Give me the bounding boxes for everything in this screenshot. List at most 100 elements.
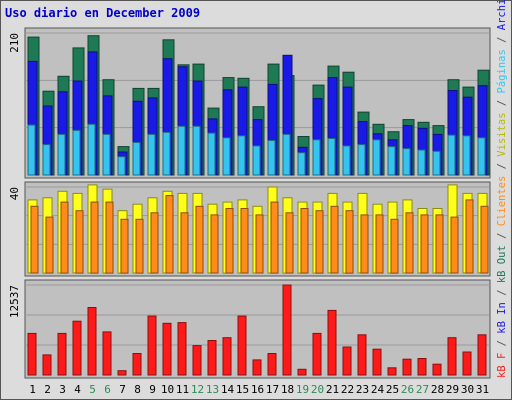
y-max-tick-label: 12537	[8, 285, 21, 318]
bar-clientes	[345, 210, 354, 274]
bar-paginas	[192, 125, 201, 176]
bar-kb-f	[297, 368, 307, 376]
bar-kb-f	[342, 346, 352, 376]
bar-clientes	[450, 216, 459, 274]
bar-kb-f	[117, 370, 127, 376]
bar-clientes	[225, 208, 234, 274]
x-tick-label: 9	[149, 383, 156, 396]
legend-entry: kB Out	[496, 245, 508, 283]
bar-clientes	[300, 208, 309, 274]
bar-paginas	[57, 133, 66, 176]
bar-kb-f	[402, 358, 412, 376]
legend-entry: /	[496, 30, 508, 49]
bar-paginas	[207, 132, 216, 176]
bar-kb-f	[72, 320, 82, 376]
bar-kb-f	[102, 331, 112, 376]
bar-clientes	[405, 212, 414, 274]
bar-paginas	[417, 149, 426, 176]
bar-paginas	[132, 142, 141, 176]
legend-entry: /	[496, 157, 508, 176]
bar-kb-f	[87, 307, 97, 376]
bar-paginas	[342, 145, 351, 176]
bar-paginas	[147, 133, 156, 176]
bar-clientes	[255, 214, 264, 274]
bar-paginas	[447, 134, 456, 176]
x-tick-label: 3	[59, 383, 66, 396]
x-tick-label: 16	[251, 383, 264, 396]
y-max-tick-label: 210	[8, 33, 21, 53]
x-tick-label: 25	[386, 383, 399, 396]
bar-clientes	[270, 201, 279, 274]
bar-clientes	[135, 218, 144, 274]
legend-entry: Páginas	[496, 49, 508, 93]
bar-clientes	[180, 212, 189, 274]
x-tick-label: 11	[176, 383, 189, 396]
bar-paginas	[312, 139, 321, 176]
x-tick-label: 2	[44, 383, 51, 396]
bar-paginas	[117, 156, 126, 176]
bar-kb-f	[207, 340, 217, 376]
bar-kb-f	[267, 353, 277, 376]
y-max-tick-label: 40	[8, 187, 21, 200]
legend-entry: /	[496, 93, 508, 112]
bar-paginas	[327, 138, 336, 176]
bar-paginas	[222, 137, 231, 176]
bar-kb-f	[252, 359, 262, 376]
x-tick-label: 13	[206, 383, 219, 396]
bar-clientes	[210, 214, 219, 274]
bar-kb-f	[147, 315, 157, 376]
bar-paginas	[162, 131, 171, 176]
x-tick-label: 14	[221, 383, 235, 396]
bar-kb-f	[132, 353, 142, 376]
x-tick-label: 26	[401, 383, 414, 396]
bar-kb-f	[57, 332, 67, 376]
x-tick-label: 8	[134, 383, 141, 396]
bar-paginas	[42, 144, 51, 176]
bar-clientes	[420, 214, 429, 274]
legend-entry: /	[496, 334, 508, 353]
bar-clientes	[480, 205, 489, 274]
bar-kb-f	[327, 309, 337, 376]
bar-kb-f	[282, 284, 292, 376]
bar-kb-f	[177, 322, 187, 376]
x-tick-label: 29	[446, 383, 459, 396]
bar-paginas	[477, 137, 486, 176]
bar-paginas	[462, 135, 471, 176]
bar-kb-f	[162, 322, 172, 376]
bar-kb-f	[42, 354, 52, 376]
x-tick-label: 22	[341, 383, 354, 396]
bar-clientes	[30, 205, 39, 274]
bar-clientes	[60, 201, 69, 274]
legend-entry: /	[496, 283, 508, 302]
bar-paginas	[357, 144, 366, 176]
x-tick-label: 21	[326, 383, 339, 396]
x-tick-label: 5	[89, 383, 96, 396]
bar-clientes	[45, 216, 54, 274]
bar-kb-f	[192, 345, 202, 376]
x-tick-label: 27	[416, 383, 429, 396]
bar-clientes	[90, 201, 99, 274]
x-tick-label: 1	[29, 383, 36, 396]
bar-clientes	[330, 205, 339, 274]
legend-entry: /	[496, 226, 508, 245]
bar-clientes	[195, 205, 204, 274]
bar-clientes	[150, 212, 159, 274]
bar-paginas	[432, 150, 441, 176]
legend-entry: kB In	[496, 302, 508, 334]
bar-kb-f	[432, 363, 442, 376]
bar-paginas	[252, 145, 261, 176]
x-tick-label: 7	[119, 383, 126, 396]
bar-clientes	[315, 210, 324, 274]
bar-kb-f	[372, 348, 382, 376]
bar-paginas	[402, 148, 411, 176]
bar-kb-f	[312, 332, 322, 376]
bar-clientes	[390, 218, 399, 274]
bar-clientes	[165, 195, 174, 274]
bar-clientes	[435, 214, 444, 274]
bar-paginas	[237, 135, 246, 176]
x-tick-label: 20	[311, 383, 324, 396]
bar-kb-f	[387, 367, 397, 376]
x-tick-label: 12	[191, 383, 204, 396]
bar-kb-f	[357, 334, 367, 376]
